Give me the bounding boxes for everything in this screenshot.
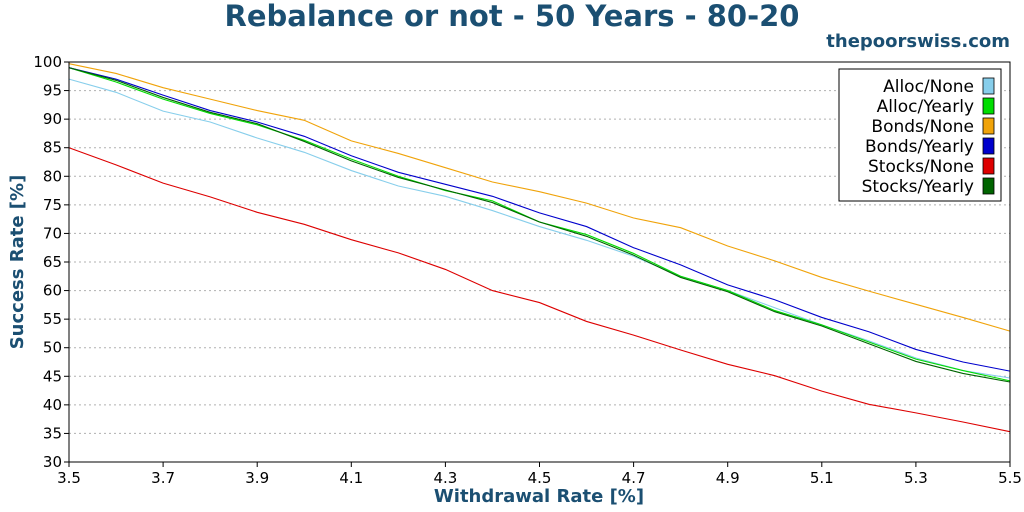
gridlines <box>69 90 1010 434</box>
x-tick-label-4.7: 4.7 <box>622 469 646 487</box>
legend-swatch-alloc-yearly <box>982 97 995 115</box>
legend-label-alloc-yearly: Alloc/Yearly <box>877 97 974 117</box>
legend-label-stocks-yearly: Stocks/Yearly <box>862 177 974 197</box>
series-line-stocks-yearly <box>68 67 1011 383</box>
y-tick-label-50: 50 <box>43 339 62 357</box>
series-line-bonds-none <box>68 63 1011 332</box>
y-tick-label-60: 60 <box>43 282 62 300</box>
y-tick-label-70: 70 <box>43 224 62 242</box>
y-tick-label-30: 30 <box>43 453 62 471</box>
x-tick-label-3.5: 3.5 <box>57 469 81 487</box>
x-tick-label-5.3: 5.3 <box>904 469 928 487</box>
x-tick-label-3.9: 3.9 <box>245 469 269 487</box>
x-tick-label-3.7: 3.7 <box>151 469 175 487</box>
legend-label-bonds-yearly: Bonds/Yearly <box>865 137 974 157</box>
legend-swatch-bonds-yearly <box>982 137 995 155</box>
y-tick-label-85: 85 <box>43 139 62 157</box>
legend-box <box>838 68 1002 202</box>
x-tick-label-4.1: 4.1 <box>339 469 363 487</box>
series-line-alloc-none <box>68 78 1011 379</box>
legend-swatch-alloc-none <box>982 77 995 95</box>
y-tick-label-95: 95 <box>43 82 62 100</box>
legend-label-bonds-none: Bonds/None <box>871 117 974 137</box>
y-tick-label-90: 90 <box>43 110 62 128</box>
x-tick-label-4.9: 4.9 <box>716 469 740 487</box>
series-line-stocks-none <box>68 147 1011 433</box>
legend-swatch-bonds-none <box>982 117 995 135</box>
x-axis-label: Withdrawal Rate [%] <box>434 486 644 507</box>
y-tick-label-40: 40 <box>43 396 62 414</box>
x-axis-ticks: 3.5 3.7 3.9 4.1 4.3 4.5 4.7 4.9 5.1 5.3 5.5 <box>57 462 1022 487</box>
y-tick-label-65: 65 <box>43 253 62 271</box>
legend-label-alloc-none: Alloc/None <box>883 77 974 97</box>
y-tick-label-100: 100 <box>33 53 62 71</box>
series-line-bonds-yearly <box>68 67 1011 372</box>
x-tick-label-5.1: 5.1 <box>810 469 834 487</box>
y-axis-ticks: 30 35 40 45 50 55 60 65 70 75 80 85 90 95 100 <box>33 53 69 471</box>
y-tick-label-55: 55 <box>43 310 62 328</box>
legend-swatch-stocks-yearly <box>982 177 995 195</box>
x-tick-label-4.5: 4.5 <box>528 469 552 487</box>
chart-title: Rebalance or not - 50 Years - 80-20 <box>225 0 800 33</box>
y-tick-label-80: 80 <box>43 167 62 185</box>
legend-swatch-stocks-none <box>982 157 995 175</box>
y-tick-label-35: 35 <box>43 424 62 442</box>
source-watermark: thepoorswiss.com <box>826 31 1010 52</box>
x-tick-label-4.3: 4.3 <box>433 469 457 487</box>
y-axis-label: Success Rate [%] <box>7 175 28 350</box>
x-tick-label-5.5: 5.5 <box>998 469 1022 487</box>
y-tick-label-45: 45 <box>43 367 62 385</box>
legend-label-stocks-none: Stocks/None <box>868 157 974 177</box>
y-tick-label-75: 75 <box>43 196 62 214</box>
series-lines <box>68 63 1011 433</box>
legend: Alloc/NoneAlloc/YearlyBonds/NoneBonds/Ye… <box>838 68 1002 202</box>
